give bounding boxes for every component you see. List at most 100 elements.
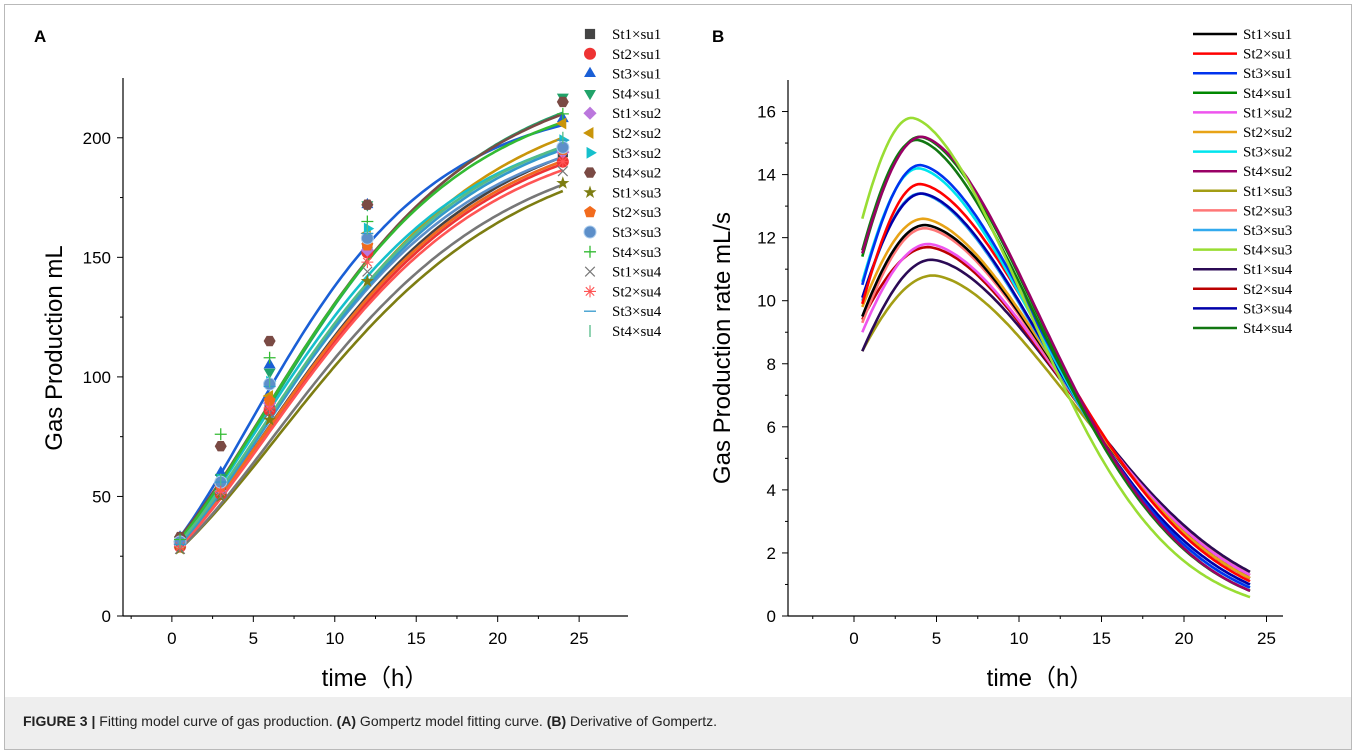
panel-a-x-axis-label: time（h）	[322, 665, 429, 692]
panel-a-plot-area	[173, 93, 570, 555]
legend-label: St4×su3	[1243, 243, 1292, 259]
y-tick-label: 50	[92, 487, 111, 506]
legend-label: St1×su1	[612, 27, 661, 43]
y-tick-label: 10	[757, 292, 776, 311]
legend-marker	[586, 146, 597, 159]
legend-marker	[584, 28, 596, 40]
data-point	[214, 441, 227, 452]
legend-label: St4×su4	[1243, 321, 1293, 337]
legend-label: St3×su3	[612, 225, 661, 241]
rate-curve-St4×su2	[861, 135, 1251, 592]
caption-text-b: Derivative of Gompertz.	[566, 713, 718, 729]
data-point	[263, 368, 276, 380]
legend-label: St3×su2	[1243, 145, 1292, 161]
y-tick-label: 0	[102, 607, 111, 626]
y-tick-label: 200	[83, 129, 111, 148]
x-tick-label: 0	[849, 629, 858, 648]
legend-marker	[584, 245, 596, 258]
legend-marker	[583, 127, 594, 139]
legend-label: St2×su3	[1243, 203, 1292, 219]
legend-label: St1×su2	[612, 106, 661, 122]
legend-label: St3×su4	[612, 304, 662, 320]
legend-label: St3×su2	[612, 146, 661, 162]
legend-label: St2×su1	[612, 47, 661, 63]
legend-label: St3×su1	[1243, 66, 1292, 82]
fit-curves	[178, 111, 564, 550]
panel-b-derivative-chart: B 0 5 10 15 20 25 0 2 4 6 8 10 12 14 16 time（h） Gas Pr…	[709, 27, 1293, 692]
data-point	[556, 96, 569, 108]
legend-label: St2×su3	[612, 205, 661, 221]
y-tick-label: 8	[767, 355, 776, 374]
fit-curve-St1×su3	[179, 189, 564, 550]
legend-label: St4×su3	[612, 245, 661, 261]
legend-label: St2×su4	[1243, 282, 1293, 298]
legend-marker	[583, 225, 597, 239]
y-tick-label: 0	[767, 607, 776, 626]
caption-text-a: Gompertz model fitting curve.	[356, 713, 547, 729]
data-point	[263, 401, 276, 414]
panel-b-legend: St1×su1 St2×su1 St3×su1 St4×su1 St1×su2 St2×s…	[1193, 27, 1293, 337]
legend-marker	[584, 167, 596, 178]
legend-marker	[584, 285, 596, 298]
fit-curve-St2×su2	[179, 136, 564, 543]
x-tick-label: 25	[1257, 629, 1276, 648]
data-point	[360, 274, 374, 287]
x-tick-label: 0	[167, 629, 176, 648]
x-tick-label: 5	[249, 629, 258, 648]
panel-a-label: A	[34, 27, 46, 46]
caption-bar: FIGURE 3 | Fitting model curve of gas pr…	[5, 697, 1351, 749]
legend-label: St3×su3	[1243, 223, 1292, 239]
data-points	[173, 93, 570, 555]
data-point	[214, 465, 227, 476]
data-point	[556, 155, 569, 168]
rate-curve-St2×su4	[861, 245, 1251, 577]
y-tick-label: 2	[767, 544, 776, 563]
panel-b-x-axis-label: time（h）	[987, 665, 1094, 692]
panel-a-axes: 0 5 10 15 20 25 0 50 100 150 200	[83, 78, 628, 648]
panel-a-legend: St1×su1 St2×su1 St3×su1 St4×su1 St1×su2 St2×s…	[583, 27, 662, 340]
fit-curve-St2×su4	[179, 168, 564, 548]
legend-label: St2×su2	[612, 126, 661, 142]
panel-b-axes: 0 5 10 15 20 25 0 2 4 6 8 10 12 14 16	[757, 80, 1283, 648]
legend-label: St1×su4	[612, 265, 662, 281]
legend-label: St1×su3	[1243, 184, 1292, 200]
legend-label: St4×su1	[612, 86, 661, 102]
legend-label: St3×su1	[612, 67, 661, 83]
legend-label: St4×su1	[1243, 86, 1292, 102]
data-point	[557, 166, 569, 177]
figure-frame	[4, 4, 1352, 750]
legend-marker	[583, 106, 597, 120]
legend-label: St1×su4	[1243, 262, 1293, 278]
data-point	[214, 428, 227, 441]
data-point	[263, 351, 276, 364]
legend-marker	[584, 66, 596, 78]
rate-curve-St2×su2	[861, 217, 1251, 580]
figure-caption: FIGURE 3 | Fitting model curve of gas pr…	[23, 713, 717, 729]
caption-figure-label: FIGURE 3 |	[23, 713, 96, 729]
rate-curve-St3×su2	[861, 166, 1251, 589]
data-point	[556, 176, 570, 189]
rate-curve-St1×su4	[861, 258, 1251, 574]
x-tick-label: 15	[1092, 629, 1111, 648]
y-tick-label: 12	[757, 229, 776, 248]
data-point	[263, 335, 276, 347]
fit-curve-St1×su4	[179, 183, 564, 550]
data-point	[363, 222, 375, 235]
y-tick-label: 14	[757, 166, 776, 185]
y-tick-label: 150	[83, 248, 111, 267]
legend-marker	[584, 89, 596, 101]
data-point	[263, 394, 276, 406]
data-point	[263, 413, 277, 426]
legend-label: St2×su4	[612, 284, 662, 300]
panel-a-y-axis-label: Gas Production mL	[41, 245, 68, 450]
x-tick-label: 20	[1175, 629, 1194, 648]
fit-curve-St4×su4	[179, 145, 564, 543]
legend-label: St1×su3	[612, 185, 661, 201]
caption-text-intro: Fitting model curve of gas production.	[95, 713, 337, 729]
legend-label: St3×su4	[1243, 301, 1293, 317]
y-tick-label: 6	[767, 418, 776, 437]
x-tick-label: 10	[1010, 629, 1029, 648]
legend-marker	[584, 47, 596, 60]
x-tick-label: 10	[325, 629, 344, 648]
